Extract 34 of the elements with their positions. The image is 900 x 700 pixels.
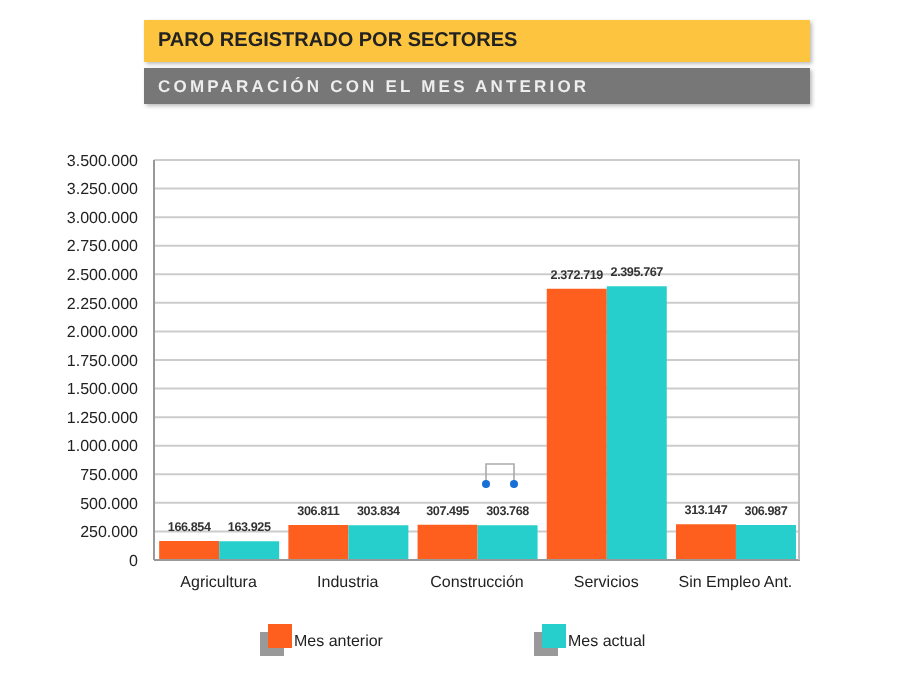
bar (477, 525, 538, 560)
bar (348, 525, 409, 560)
bar (735, 524, 796, 560)
bar (219, 541, 280, 560)
legend-label: Mes actual (568, 631, 646, 649)
x-tick-label: Sin Empleo Ant. (678, 573, 793, 592)
chart-subtitle: COMPARACIÓN CON EL MES ANTERIOR (144, 68, 810, 104)
y-tick-label: 2.250.000 (66, 294, 140, 313)
chart-title: PARO REGISTRADO POR SECTORES (144, 20, 810, 62)
y-tick-label: 1.250.000 (66, 408, 140, 427)
y-tick-label: 2.500.000 (66, 265, 140, 284)
bar (606, 286, 667, 560)
y-tick-label: 750.000 (80, 465, 140, 484)
y-tick-label: 250.000 (80, 523, 140, 542)
bar (417, 524, 478, 560)
x-tick-label: Servicios (573, 573, 639, 592)
y-tick-label: 500.000 (80, 494, 140, 513)
x-tick-label: Agricultura (180, 573, 258, 592)
x-tick-label: Industria (317, 573, 380, 592)
bar (675, 524, 736, 560)
x-tick-label: Construcción (430, 573, 524, 592)
y-tick-label: 1.000.000 (66, 437, 140, 456)
y-tick-label: 1.750.000 (66, 351, 140, 370)
bar (159, 540, 220, 560)
y-tick-label: 3.000.000 (66, 208, 140, 227)
y-tick-label: 2.000.000 (66, 323, 140, 342)
y-tick-label: 3.500.000 (66, 151, 140, 170)
bar (288, 524, 349, 560)
y-tick-label: 1.500.000 (66, 380, 140, 399)
y-tick-label: 3.250.000 (66, 180, 140, 199)
y-tick-label: 0 (129, 551, 140, 570)
y-tick-label: 2.750.000 (66, 237, 140, 256)
bar (546, 288, 607, 560)
legend-label: Mes anterior (294, 631, 383, 649)
